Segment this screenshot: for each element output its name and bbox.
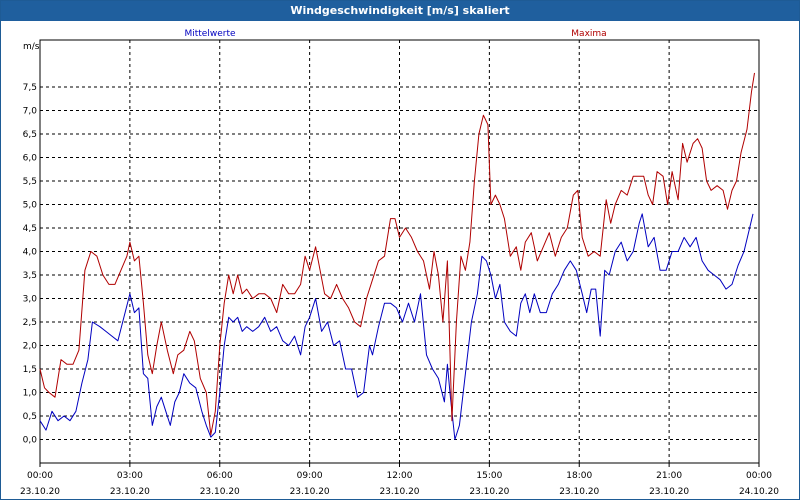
y-tick-label: 3,0 xyxy=(23,295,38,305)
x-tick-date-label: 23.10.20 xyxy=(559,487,599,497)
x-tick-date-label: 23.10.20 xyxy=(20,487,60,497)
legend: Mittelwerte Maxima xyxy=(184,29,606,39)
y-tick-label: 0,5 xyxy=(23,412,37,422)
y-tick-label: 4,5 xyxy=(23,224,37,234)
x-tick-date-label: 23.10.20 xyxy=(469,487,509,497)
y-tick-label: 4,0 xyxy=(23,248,38,258)
x-tick-date-label: 23.10.20 xyxy=(379,487,419,497)
y-tick-label: 1,5 xyxy=(23,365,37,375)
y-tick-label: 6,0 xyxy=(23,154,38,164)
y-tick-label: 6,5 xyxy=(23,130,37,140)
x-tick-time-label: 00:00 xyxy=(27,471,53,481)
series-lines xyxy=(39,72,755,440)
legend-label-mittelwerte: Mittelwerte xyxy=(184,29,235,39)
x-tick-date-label: 23.10.20 xyxy=(649,487,689,497)
y-tick-label: 3,5 xyxy=(23,271,37,281)
series-line-maxima xyxy=(39,72,755,436)
y-tick-label: 5,5 xyxy=(23,177,37,187)
x-tick-date-label: 23.10.20 xyxy=(200,487,240,497)
window-title: Windgeschwindigkeit [m/s] skaliert xyxy=(1,1,799,21)
x-tick-time-label: 15:00 xyxy=(476,471,502,481)
axis-ticks: 0,0 0,5 1,0 1,5 2,0 2,5 3,0 3,5 4,0 4,5 5,0 5,5 6,0 6… xyxy=(20,83,779,497)
x-tick-date-label: 23.10.20 xyxy=(290,487,330,497)
x-tick-time-label: 09:00 xyxy=(297,471,323,481)
series-line-mittelwerte xyxy=(39,213,754,440)
y-tick-label: 7,0 xyxy=(23,107,38,117)
x-tick-time-label: 06:00 xyxy=(207,471,233,481)
y-tick-label: 1,0 xyxy=(23,389,38,399)
y-axis-unit-label: m/s xyxy=(23,42,40,52)
wind-speed-chart: m/s 0,0 0,5 1,0 1,5 2,0 2,5 3,0 3,5 4,0 4,5 5,0 5,5… xyxy=(20,29,779,497)
y-tick-label: 7,5 xyxy=(23,83,37,93)
x-tick-date-label: 24.10.20 xyxy=(739,487,779,497)
x-tick-time-label: 12:00 xyxy=(387,471,413,481)
x-tick-time-label: 00:00 xyxy=(746,471,772,481)
x-tick-date-label: 23.10.20 xyxy=(110,487,150,497)
y-tick-label: 2,5 xyxy=(23,318,37,328)
y-tick-label: 0,0 xyxy=(23,436,38,446)
y-tick-label: 2,0 xyxy=(23,342,38,352)
x-tick-time-label: 21:00 xyxy=(656,471,682,481)
legend-label-maxima: Maxima xyxy=(571,29,606,39)
grid xyxy=(39,39,760,464)
y-tick-label: 5,0 xyxy=(23,201,38,211)
x-tick-time-label: 18:00 xyxy=(566,471,592,481)
x-tick-time-label: 03:00 xyxy=(117,471,143,481)
